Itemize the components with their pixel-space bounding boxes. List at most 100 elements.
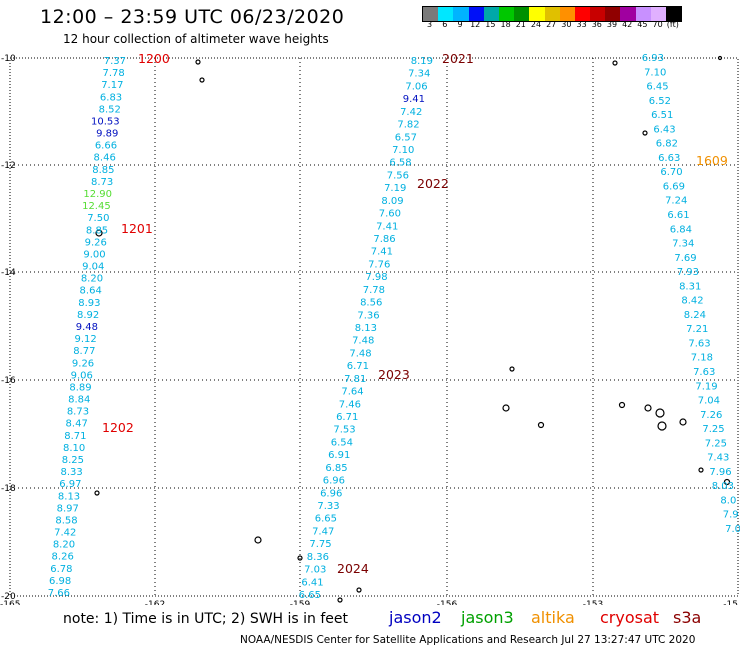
island xyxy=(655,408,665,418)
swh-value: 8.20 xyxy=(53,540,75,551)
swh-value: 8.26 xyxy=(52,552,74,563)
swh-value: 6.83 xyxy=(100,92,122,103)
colorbar-label: 39 xyxy=(606,20,618,29)
swh-value: 7.78 xyxy=(102,68,124,79)
lat-label: -10 xyxy=(1,54,16,64)
swh-value: 7.03 xyxy=(304,565,326,576)
swh-value: 6.84 xyxy=(670,224,692,235)
swh-value: 7.56 xyxy=(387,170,409,181)
colorbar-swatch xyxy=(438,7,454,21)
island xyxy=(698,467,704,473)
swh-value: 10.53 xyxy=(91,116,120,127)
colorbar-label: 9 xyxy=(457,20,463,29)
lon-label: -15 xyxy=(723,600,738,605)
lat-label: -12 xyxy=(1,161,16,171)
swh-value: 9.89 xyxy=(96,129,118,140)
colorbar-swatch xyxy=(559,7,575,21)
credit-line: NOAA/NESDIS Center for Satellite Applica… xyxy=(240,634,696,646)
swh-value: 8.56 xyxy=(360,298,382,309)
swh-value: 6.41 xyxy=(301,577,323,588)
swh-value: 7.63 xyxy=(693,367,715,378)
colorbar-label: 70 xyxy=(652,20,663,29)
island xyxy=(642,130,648,136)
colorbar-label: 33 xyxy=(576,20,587,29)
island xyxy=(537,421,545,429)
colorbar-swatch xyxy=(666,7,682,21)
swh-value: 7.17 xyxy=(101,80,123,91)
colorbar-label: 12 xyxy=(470,20,481,29)
colorbar-swatch xyxy=(635,7,651,21)
pass-label: 1202 xyxy=(102,420,134,435)
swh-value: 8.10 xyxy=(63,443,85,454)
swh-value: 6.65 xyxy=(315,514,337,525)
swh-value: 7.48 xyxy=(352,336,374,347)
swh-value: 8.58 xyxy=(55,515,77,526)
colorbar-swatch xyxy=(590,7,606,21)
swh-value: 8.0 xyxy=(720,495,736,506)
swh-value: 8.33 xyxy=(60,467,82,478)
pass-label: 1609 xyxy=(696,153,728,168)
swh-value: 8.71 xyxy=(64,431,86,442)
colorbar-swatch xyxy=(605,7,621,21)
swh-value: 8.52 xyxy=(99,104,121,115)
swh-value: 6.45 xyxy=(646,82,668,93)
swh-value: 7.48 xyxy=(349,348,371,359)
colorbar-label: 24 xyxy=(530,20,542,29)
colorbar-swatch xyxy=(650,7,666,21)
island xyxy=(337,597,343,603)
swh-value: 7.33 xyxy=(317,501,339,512)
lat-lon-grid xyxy=(9,57,739,597)
swh-value: 8.47 xyxy=(66,419,88,430)
swh-value: 9.48 xyxy=(76,322,98,333)
swh-value: 8.24 xyxy=(684,310,706,321)
swh-value: 6.70 xyxy=(660,167,682,178)
swh-value: 8.89 xyxy=(69,382,91,393)
lon-label: -153 xyxy=(583,600,603,605)
swh-value: 6.58 xyxy=(389,158,411,169)
swh-value: 6.54 xyxy=(331,437,353,448)
swh-value: 8.77 xyxy=(73,346,95,357)
swh-value: 8.42 xyxy=(681,296,703,307)
swh-value: 7.82 xyxy=(397,120,419,131)
swh-value: 9.26 xyxy=(72,358,94,369)
island xyxy=(254,536,262,544)
satellite-legend-s3a: s3a xyxy=(673,608,702,627)
swh-value: 6.78 xyxy=(50,564,72,575)
swh-value: 7.25 xyxy=(702,424,724,435)
swh-value: 9.00 xyxy=(83,249,105,260)
pass-label: 2024 xyxy=(337,561,369,576)
swh-value: 7.53 xyxy=(333,425,355,436)
swh-value: 6.96 xyxy=(320,488,342,499)
island xyxy=(612,60,618,66)
swh-value: 7.66 xyxy=(48,588,70,599)
island xyxy=(644,404,652,412)
map-frame xyxy=(9,57,739,597)
colorbar-label: 18 xyxy=(500,20,511,29)
colorbar-label: 27 xyxy=(546,20,557,29)
swh-value: 7.34 xyxy=(408,69,430,80)
swh-value: 7.18 xyxy=(691,353,713,364)
swh-value: 7.96 xyxy=(709,467,731,478)
satellite-legend-jason2: jason2 xyxy=(389,608,442,627)
swh-value: 7.21 xyxy=(686,324,708,335)
island xyxy=(657,421,667,431)
swh-value: 7.9 xyxy=(723,510,739,521)
altimeter-tracks: 7.377.787.176.838.5210.539.896.668.468.8… xyxy=(48,53,740,601)
swh-value: 7.60 xyxy=(379,209,401,220)
lon-label: -159 xyxy=(290,600,311,605)
swh-value: 7.41 xyxy=(376,221,398,232)
swh-value: 9.41 xyxy=(403,94,425,105)
swh-value: 7.37 xyxy=(104,56,126,67)
swh-value: 6.85 xyxy=(325,463,347,474)
colorbar-label: 30 xyxy=(561,20,572,29)
swh-value: 6.91 xyxy=(328,450,350,461)
pass-label: 2022 xyxy=(417,176,449,191)
swh-value: 7.36 xyxy=(357,310,379,321)
colorbar-label: 3 xyxy=(427,20,433,29)
lon-label: -156 xyxy=(437,600,458,605)
lat-label: -18 xyxy=(1,484,16,494)
swh-value: 7.04 xyxy=(698,396,720,407)
island xyxy=(297,555,303,561)
swh-value: 7.10 xyxy=(644,67,666,78)
swh-value: 8.64 xyxy=(80,286,102,297)
